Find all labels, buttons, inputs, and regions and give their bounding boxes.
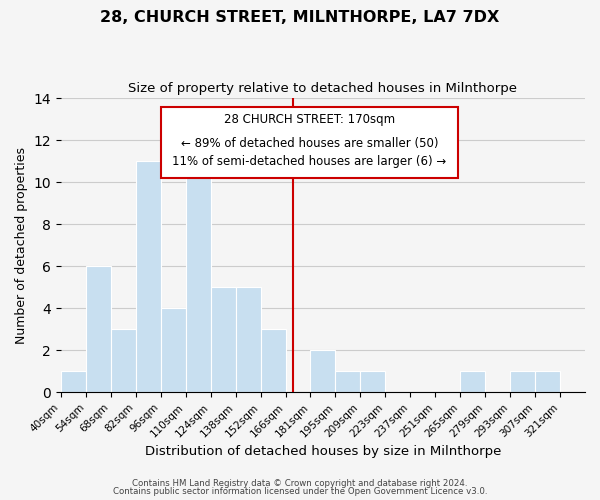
Text: Contains public sector information licensed under the Open Government Licence v3: Contains public sector information licen… (113, 487, 487, 496)
Bar (111, 330, 136, 392)
Bar (211, 288, 236, 393)
Title: Size of property relative to detached houses in Milnthorpe: Size of property relative to detached ho… (128, 82, 517, 96)
Bar (310, 350, 335, 393)
Bar (236, 288, 260, 393)
Bar (260, 330, 286, 392)
Text: 11% of semi-detached houses are larger (6) →: 11% of semi-detached houses are larger (… (172, 155, 447, 168)
Y-axis label: Number of detached properties: Number of detached properties (15, 146, 28, 344)
Bar (161, 308, 185, 392)
X-axis label: Distribution of detached houses by size in Milnthorpe: Distribution of detached houses by size … (145, 444, 501, 458)
Bar (61, 372, 86, 392)
Text: 28, CHURCH STREET, MILNTHORPE, LA7 7DX: 28, CHURCH STREET, MILNTHORPE, LA7 7DX (100, 10, 500, 25)
Text: Contains HM Land Registry data © Crown copyright and database right 2024.: Contains HM Land Registry data © Crown c… (132, 478, 468, 488)
Bar (86, 266, 111, 392)
Bar (510, 372, 535, 392)
Bar (535, 372, 560, 392)
Bar (335, 372, 361, 392)
Text: ← 89% of detached houses are smaller (50): ← 89% of detached houses are smaller (50… (181, 136, 439, 149)
Bar (136, 161, 161, 392)
Bar (361, 372, 385, 392)
FancyBboxPatch shape (161, 107, 458, 178)
Text: 28 CHURCH STREET: 170sqm: 28 CHURCH STREET: 170sqm (224, 112, 395, 126)
Bar (460, 372, 485, 392)
Bar (185, 140, 211, 392)
